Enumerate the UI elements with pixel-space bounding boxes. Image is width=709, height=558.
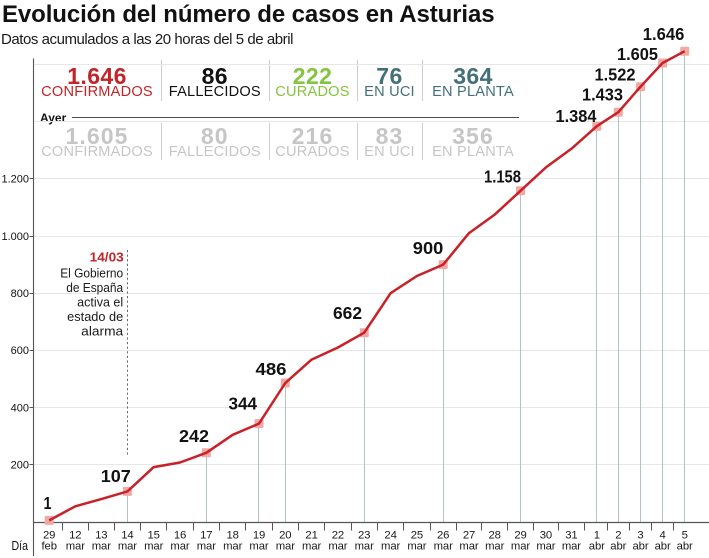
svg-text:1.522: 1.522 bbox=[595, 64, 636, 84]
svg-text:400: 400 bbox=[11, 402, 29, 414]
svg-text:4: 4 bbox=[660, 530, 666, 542]
svg-text:abr: abr bbox=[589, 541, 605, 553]
svg-text:mar: mar bbox=[144, 541, 163, 553]
svg-text:900: 900 bbox=[413, 238, 444, 258]
svg-text:mar: mar bbox=[485, 541, 504, 553]
svg-text:1.158: 1.158 bbox=[484, 167, 521, 187]
svg-text:alarma: alarma bbox=[81, 325, 123, 339]
svg-text:abr: abr bbox=[677, 541, 693, 553]
svg-text:28: 28 bbox=[489, 530, 501, 542]
svg-text:activa el: activa el bbox=[77, 296, 123, 310]
svg-text:13: 13 bbox=[95, 530, 107, 542]
svg-text:Día: Día bbox=[12, 539, 29, 553]
svg-text:20: 20 bbox=[279, 530, 291, 542]
svg-text:662: 662 bbox=[333, 303, 362, 323]
svg-text:mar: mar bbox=[434, 541, 453, 553]
svg-text:16: 16 bbox=[174, 530, 186, 542]
svg-text:5: 5 bbox=[682, 530, 688, 542]
svg-text:344: 344 bbox=[229, 394, 258, 414]
svg-text:1.384: 1.384 bbox=[556, 106, 597, 126]
svg-text:19: 19 bbox=[253, 530, 265, 542]
svg-text:mar: mar bbox=[355, 541, 374, 553]
svg-text:31: 31 bbox=[565, 530, 577, 542]
svg-text:14: 14 bbox=[121, 530, 133, 542]
svg-text:1: 1 bbox=[594, 530, 600, 542]
svg-text:1.200: 1.200 bbox=[1, 174, 29, 186]
svg-text:18: 18 bbox=[227, 530, 239, 542]
svg-text:24: 24 bbox=[384, 530, 396, 542]
svg-text:3: 3 bbox=[637, 530, 643, 542]
svg-text:200: 200 bbox=[11, 460, 29, 472]
svg-text:mar: mar bbox=[66, 541, 85, 553]
svg-text:107: 107 bbox=[101, 466, 131, 486]
svg-text:estado de: estado de bbox=[67, 310, 123, 324]
svg-text:1.646: 1.646 bbox=[643, 24, 685, 44]
svg-text:abr: abr bbox=[610, 541, 626, 553]
svg-text:22: 22 bbox=[332, 530, 344, 542]
svg-text:2: 2 bbox=[615, 530, 621, 542]
svg-text:mar: mar bbox=[459, 541, 478, 553]
svg-text:El Gobierno: El Gobierno bbox=[60, 267, 123, 281]
svg-text:12: 12 bbox=[69, 530, 81, 542]
svg-text:feb: feb bbox=[41, 541, 56, 553]
svg-text:1.000: 1.000 bbox=[1, 231, 29, 243]
svg-text:mar: mar bbox=[511, 541, 530, 553]
svg-text:242: 242 bbox=[179, 426, 209, 446]
svg-text:de España: de España bbox=[66, 281, 123, 295]
svg-text:14/03: 14/03 bbox=[90, 251, 124, 265]
svg-text:mar: mar bbox=[381, 541, 400, 553]
svg-text:29: 29 bbox=[43, 530, 55, 542]
svg-text:600: 600 bbox=[11, 345, 29, 357]
svg-text:mar: mar bbox=[170, 541, 189, 553]
svg-text:mar: mar bbox=[92, 541, 111, 553]
svg-text:30: 30 bbox=[540, 530, 552, 542]
svg-text:mar: mar bbox=[328, 541, 347, 553]
svg-text:25: 25 bbox=[411, 530, 423, 542]
svg-text:mar: mar bbox=[118, 541, 137, 553]
svg-text:1: 1 bbox=[44, 493, 52, 513]
svg-text:mar: mar bbox=[223, 541, 242, 553]
svg-text:486: 486 bbox=[256, 359, 287, 379]
svg-text:mar: mar bbox=[197, 541, 216, 553]
svg-text:21: 21 bbox=[305, 530, 317, 542]
svg-text:abr: abr bbox=[632, 541, 648, 553]
svg-text:mar: mar bbox=[249, 541, 268, 553]
svg-text:23: 23 bbox=[358, 530, 370, 542]
svg-text:27: 27 bbox=[463, 530, 475, 542]
svg-text:mar: mar bbox=[536, 541, 555, 553]
svg-text:29: 29 bbox=[514, 530, 526, 542]
svg-text:mar: mar bbox=[562, 541, 581, 553]
svg-text:1.605: 1.605 bbox=[617, 44, 658, 64]
svg-text:17: 17 bbox=[200, 530, 212, 542]
svg-text:abr: abr bbox=[655, 541, 671, 553]
svg-text:mar: mar bbox=[302, 541, 321, 553]
svg-text:26: 26 bbox=[437, 530, 449, 542]
svg-text:15: 15 bbox=[148, 530, 160, 542]
svg-text:800: 800 bbox=[11, 288, 29, 300]
svg-text:mar: mar bbox=[407, 541, 426, 553]
svg-text:1.433: 1.433 bbox=[582, 85, 623, 105]
svg-text:mar: mar bbox=[276, 541, 295, 553]
